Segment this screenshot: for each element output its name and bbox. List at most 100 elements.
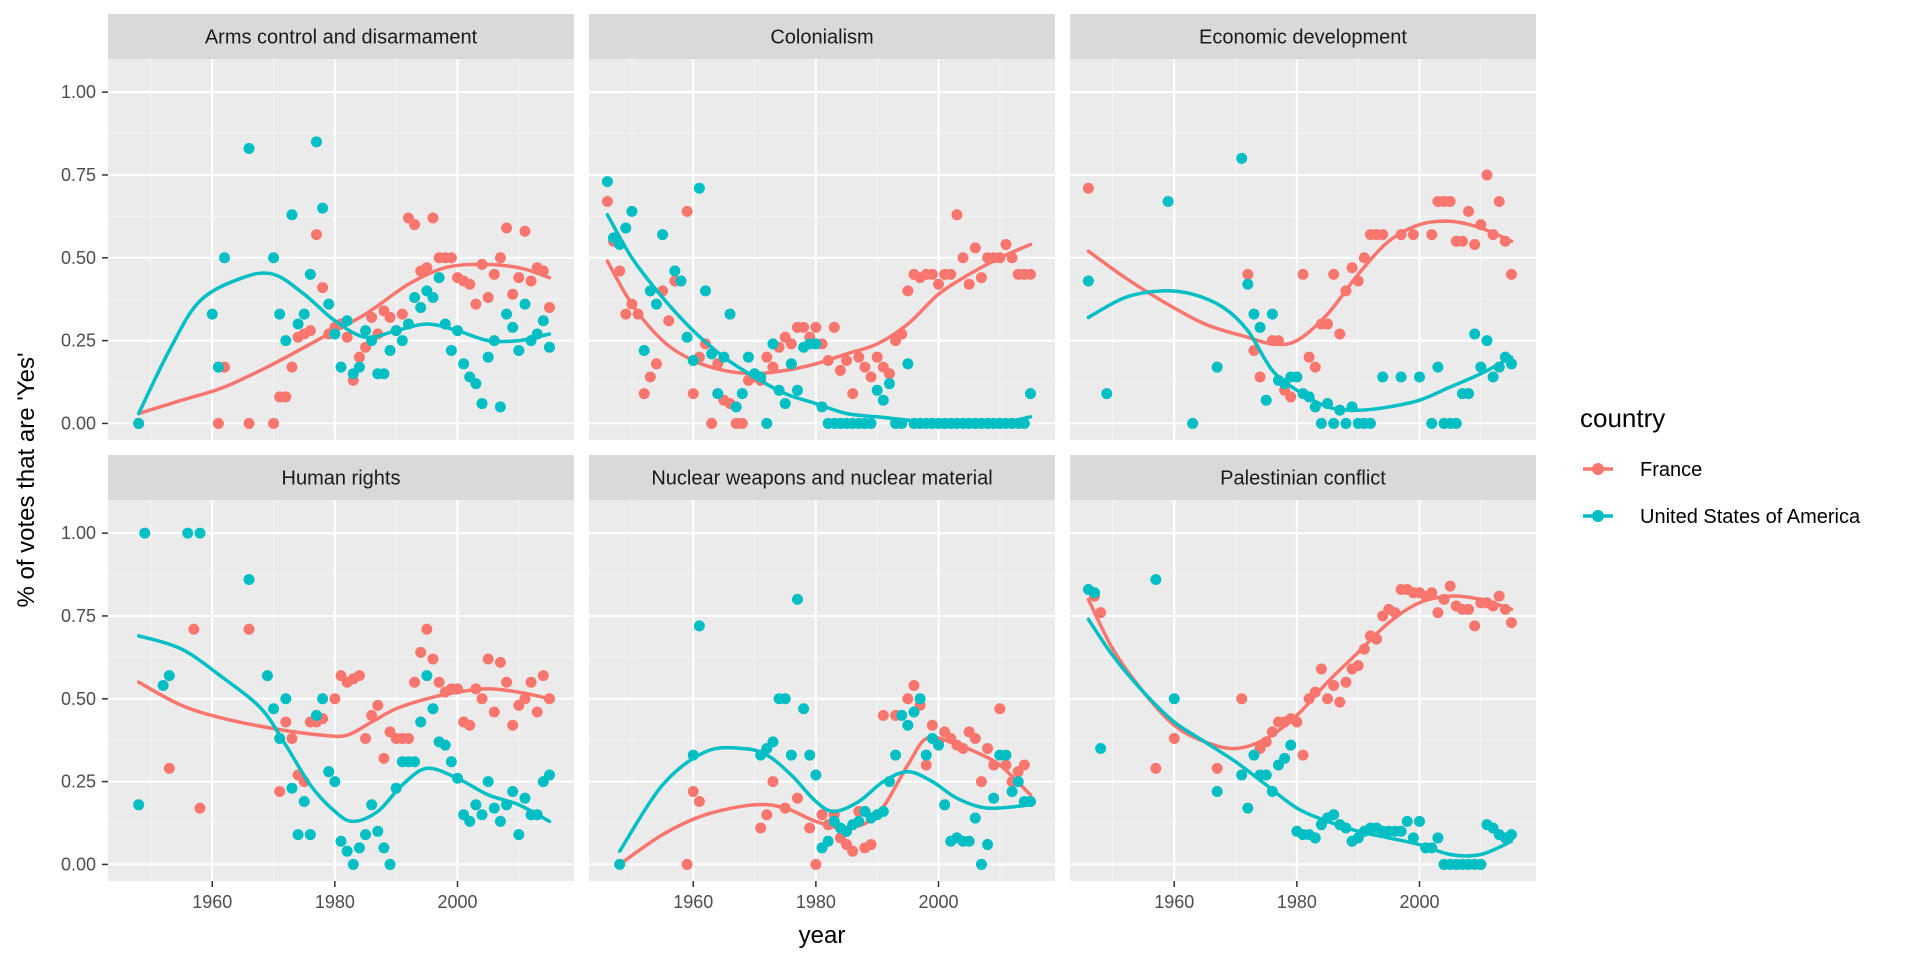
data-point (402, 733, 414, 745)
data-point (736, 388, 748, 400)
data-point (1328, 680, 1340, 692)
data-point (1303, 351, 1315, 363)
data-point (1211, 361, 1223, 373)
data-point (902, 693, 914, 705)
data-point (507, 719, 519, 731)
data-point (767, 361, 779, 373)
data-point (1456, 235, 1468, 247)
data-point (531, 706, 543, 718)
facet-title: Palestinian conflict (1220, 468, 1386, 490)
data-point (329, 693, 341, 705)
data-point (421, 262, 433, 274)
data-point (1285, 391, 1297, 403)
data-point (1187, 417, 1199, 429)
data-point (1082, 275, 1094, 287)
data-point (847, 388, 859, 400)
data-point (133, 417, 145, 429)
data-point (139, 527, 151, 539)
facet-strip (1070, 14, 1536, 59)
data-point (724, 308, 736, 320)
data-point (601, 195, 613, 207)
data-point (1481, 335, 1493, 347)
data-point (1095, 742, 1107, 754)
data-point (1432, 361, 1444, 373)
data-point (1426, 587, 1438, 599)
data-point (445, 345, 457, 357)
data-point (433, 676, 445, 688)
data-point (298, 795, 310, 807)
data-point (415, 301, 427, 313)
data-point (415, 646, 427, 658)
data-point (791, 593, 803, 605)
series-united-states-of-america (614, 593, 1036, 870)
data-point (1162, 195, 1174, 207)
x-tick-label: 1980 (315, 892, 355, 912)
data-point (543, 769, 555, 781)
data-point (519, 298, 531, 310)
panel-background (589, 59, 1055, 440)
data-point (620, 222, 632, 234)
data-point (1082, 182, 1094, 194)
data-point (687, 354, 699, 366)
y-tick-label: 0.25 (61, 772, 96, 792)
smooth-line (605, 242, 1033, 376)
data-point (372, 825, 384, 837)
data-point (341, 331, 353, 343)
data-point (1089, 587, 1101, 599)
data-point (488, 802, 500, 814)
series-united-states-of-america (601, 176, 1036, 429)
data-point (476, 809, 488, 821)
data-point (902, 358, 914, 370)
data-point (614, 858, 626, 870)
data-point (853, 351, 865, 363)
data-point (877, 709, 889, 721)
data-point (280, 391, 292, 403)
x-tick-label: 1960 (1154, 892, 1194, 912)
facet-arms-control-and-disarmament: Arms control and disarmament 0.00 0.25 0.50… (61, 14, 574, 440)
data-point (329, 776, 341, 788)
data-point (212, 361, 224, 373)
data-point (384, 858, 396, 870)
facet-title: Nuclear weapons and nuclear material (651, 468, 992, 490)
data-point (286, 733, 298, 745)
data-point (736, 417, 748, 429)
data-point (1481, 169, 1493, 181)
data-point (871, 384, 883, 396)
data-point (626, 205, 638, 217)
data-point (1248, 308, 1260, 320)
data-point (1328, 417, 1340, 429)
data-point (329, 328, 341, 340)
data-point (323, 298, 335, 310)
data-point (212, 417, 224, 429)
data-point (693, 620, 705, 632)
data-point (841, 354, 853, 366)
y-tick-label: 0.25 (61, 331, 96, 351)
x-tick-label: 1980 (796, 892, 836, 912)
data-point (761, 809, 773, 821)
data-point (157, 680, 169, 692)
data-point (1254, 371, 1266, 383)
legend-entry-usa: United States of America (1583, 506, 1861, 528)
x-tick-label: 1960 (673, 892, 713, 912)
data-point (494, 401, 506, 413)
data-point (323, 766, 335, 778)
data-point (791, 384, 803, 396)
data-point (470, 298, 482, 310)
data-point (620, 308, 632, 320)
data-point (1487, 371, 1499, 383)
data-point (1407, 229, 1419, 241)
data-point (1469, 620, 1481, 632)
y-tick-label: 0.00 (61, 854, 96, 874)
data-point (409, 219, 421, 231)
data-point (1444, 580, 1456, 592)
data-point (280, 716, 292, 728)
data-point (1101, 388, 1113, 400)
data-point (360, 325, 372, 337)
data-point (353, 670, 365, 682)
data-point (926, 268, 938, 280)
data-point (482, 351, 494, 363)
data-point (372, 699, 384, 711)
data-point (1432, 607, 1444, 619)
data-point (798, 703, 810, 715)
legend-label-france: France (1640, 459, 1702, 481)
